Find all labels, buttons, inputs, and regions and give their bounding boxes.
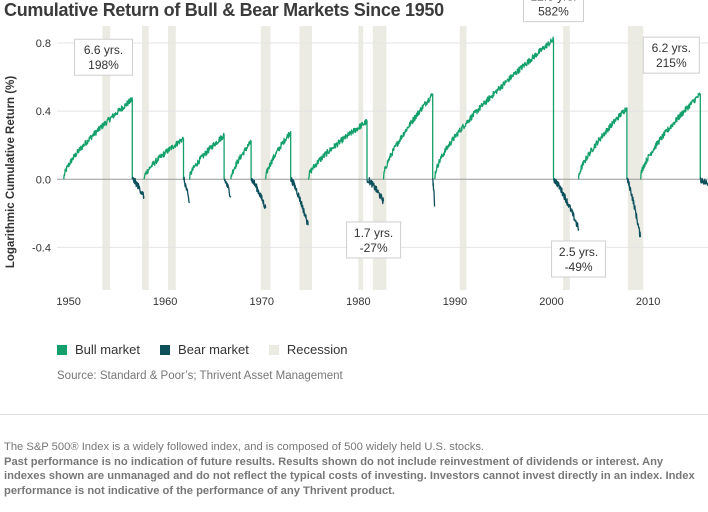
callout-box [642,36,700,74]
callout-return: -49% [565,260,593,274]
bear-market-line [552,177,580,231]
x-tick-label: 1980 [346,296,370,308]
y-tick-label: 0.0 [36,174,51,186]
callout-return: -27% [360,241,388,255]
callout-box [551,240,607,278]
bear-market-line [250,177,267,209]
x-tick-label: 2000 [539,296,563,308]
legend-item-recession: Recession [268,342,348,357]
callout-duration: 6.6 yrs. [84,43,123,57]
y-axis-title: Logarithmic Cumulative Return (%) [5,76,17,268]
legend-item-bull: Bull market [57,342,140,357]
y-tick-label: 0.4 [36,106,51,118]
disclaimer-line: The S&P 500® Index is a widely followed … [4,441,485,453]
recession-band [358,26,364,290]
callout-duration: 12.3 yrs. [530,0,576,4]
disclaimer-bold: Past performance is no indication of fut… [4,455,695,497]
bull-market-line [382,93,434,180]
bull-market-line [639,92,701,180]
annotation-callout: 6.2 yrs.215% [642,36,700,74]
bull-market-line [264,130,292,180]
bear-market-line [626,177,642,238]
chart-title: Cumulative Return of Bull & Bear Markets… [4,0,444,20]
recession-band [141,26,149,290]
bull-swatch [57,344,67,355]
disclaimer: The S&P 500® Index is a widely followed … [4,440,704,498]
callout-return: 215% [656,56,687,70]
bull-market-line [307,118,368,180]
callout-box [346,221,402,259]
callout-box [522,0,584,23]
recession-band [260,26,271,290]
bear-market-line [182,176,190,204]
source-note: Source: Standard & Poor’s; Thrivent Asse… [57,370,343,382]
y-tick-label: 0.8 [36,38,51,50]
bear-swatch [160,344,171,355]
callout-duration: 2.5 yrs. [559,245,598,259]
bull-market-line [434,36,555,180]
market-series [63,36,708,238]
recession-swatch [268,344,279,355]
chart-area: 1950 1960 1970 1980 1990 2000 2010 -0.4 0.0 0.4 0… [5,0,708,308]
bull-market-line [577,107,628,180]
bear-market-line [432,178,436,207]
annotation-callout: 2.5 yrs.-49% [551,240,607,278]
bear-market-line [290,177,309,226]
bull-market-line [143,136,185,180]
annotation-callout: 12.3 yrs.582% [522,0,584,23]
annotation-callout: 1.7 yrs.-27% [346,221,402,259]
bear-market-line [223,178,232,198]
legend-label-bull: Bull market [75,342,141,357]
legend-item-bear: Bear market [160,342,249,357]
x-tick-label: 1950 [56,296,80,308]
recession-band [627,26,644,290]
bear-market-line [131,176,145,200]
y-tick-label: -0.4 [32,242,51,254]
annotations: 6.6 yrs.198% 1.7 yrs.-27% 12.3 yrs.582% 2.5… [74,0,700,278]
callout-return: 198% [88,58,119,72]
callout-duration: 6.2 yrs. [652,41,691,55]
divider [0,414,708,415]
legend-label-bear: Bear market [178,342,249,357]
recession-band [459,26,467,290]
callout-duration: 1.7 yrs. [354,226,393,240]
annotation-callout: 6.6 yrs.198% [74,38,134,76]
y-axis-ticks: -0.4 0.0 0.4 0.8 [32,38,51,254]
x-tick-label: 1990 [443,296,467,308]
recession-band [299,26,312,290]
legend: Bull market Bear market Recession [57,342,368,357]
bull-market-line [189,132,225,180]
recession-band [102,26,111,290]
recession-band [168,26,176,290]
bear-market-line [699,177,708,187]
callout-return: 582% [538,5,569,19]
x-axis-ticks: 1950 1960 1970 1980 1990 2000 2010 [56,296,660,308]
bull-market-line [63,97,133,180]
bear-market-line [366,177,385,205]
recession-band [563,26,570,290]
x-tick-label: 2010 [636,296,660,308]
bull-market-line [230,139,252,180]
legend-label-recession: Recession [286,342,348,357]
callout-box [74,38,134,76]
x-tick-label: 1970 [250,296,274,308]
x-tick-label: 1960 [153,296,177,308]
